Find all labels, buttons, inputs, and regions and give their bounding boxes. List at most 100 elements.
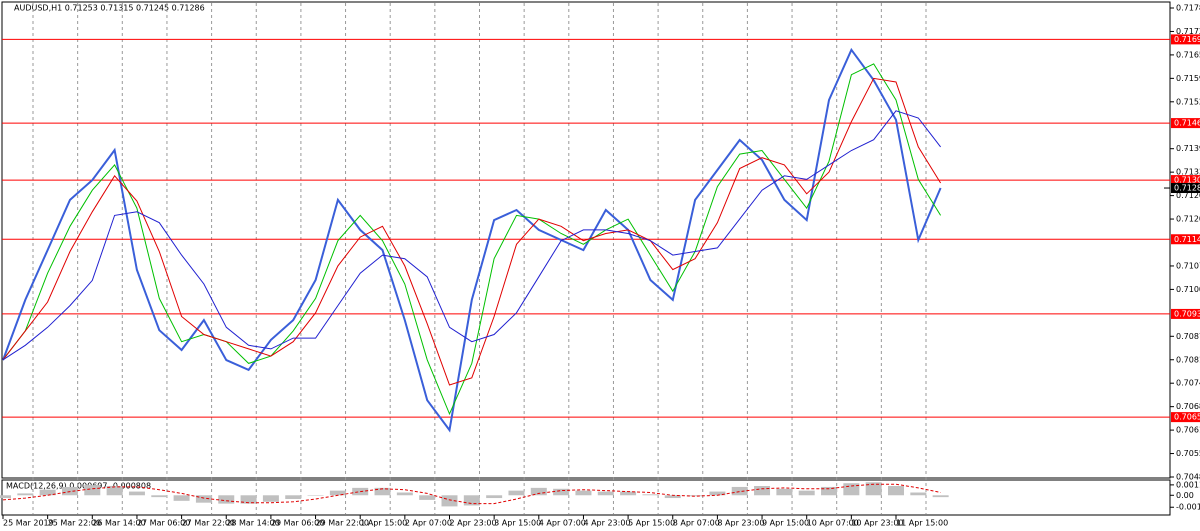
y-tick-label: 0.71525 (1176, 97, 1200, 106)
level-label: 0.70651 (1174, 413, 1200, 422)
x-tick-label: 26 Mar 14:00 (92, 519, 145, 528)
price-line (2, 110, 941, 361)
macd-bar (486, 495, 503, 499)
macd-bar (754, 486, 771, 496)
macd-bar (597, 491, 614, 496)
macd-bar (620, 491, 637, 496)
macd-bar (776, 488, 793, 496)
macd-bar (419, 495, 436, 500)
level-label-box (1171, 175, 1200, 186)
price-line (2, 77, 942, 386)
y-tick-label: 0.70875 (1176, 332, 1200, 341)
x-tick-label: 29 Mar 06:00 (271, 519, 324, 528)
x-tick-label: 28 Mar 14:00 (226, 519, 279, 528)
y-tick-label: 0.71785 (1176, 4, 1200, 13)
x-tick-label: 27 Mar 06:00 (137, 519, 190, 528)
x-tick-label: 1 Apr 15:00 (360, 519, 407, 528)
macd-bar (463, 495, 480, 506)
y-tick-label: -0.00129 (1176, 503, 1200, 512)
macd-bar (173, 495, 190, 501)
macd-bar (307, 495, 324, 496)
y-tick-label: 0.00 (1176, 491, 1194, 500)
y-tick-label: 0.70615 (1176, 426, 1200, 435)
x-tick-label: 5 Apr 15:00 (628, 519, 675, 528)
level-label-box (1171, 118, 1200, 129)
x-tick-label: 4 Apr 07:00 (539, 519, 586, 528)
x-tick-label: 10 Apr 23:00 (851, 519, 903, 528)
macd-bar (553, 488, 570, 496)
x-tick-label: 4 Apr 23:00 (583, 519, 630, 528)
macd-bar (441, 495, 458, 507)
macd-bar (151, 495, 168, 498)
macd-bar (128, 491, 145, 496)
macd-bar (575, 490, 592, 496)
macd-bar (508, 490, 525, 496)
macd-bar (910, 492, 927, 496)
y-tick-label: 0.70550 (1176, 449, 1200, 458)
level-label-box (1171, 34, 1200, 45)
y-tick-label: 0.70810 (1176, 355, 1200, 364)
x-tick-label: 27 Mar 22:00 (182, 519, 235, 528)
level-label: 0.70937 (1174, 309, 1200, 318)
macd-bar (0, 495, 11, 499)
current-price-label: 0.71286 (1174, 184, 1200, 193)
y-tick-label: 0.71330 (1176, 168, 1200, 177)
x-tick-label: 25 Mar 22:00 (48, 519, 101, 528)
x-tick-label: 9 Apr 15:00 (762, 519, 809, 528)
signal-line (2, 483, 941, 505)
macd-bar (664, 495, 681, 499)
level-label: 0.71308 (1174, 176, 1200, 185)
y-tick-label: 0.70680 (1176, 402, 1200, 411)
macd-bar (396, 492, 413, 496)
x-tick-label: 2 Apr 07:00 (405, 519, 452, 528)
price-line (2, 63, 942, 416)
y-tick-label: 0.70745 (1176, 379, 1200, 388)
macd-bar (374, 487, 391, 496)
x-tick-label: 29 Mar 22:00 (316, 519, 369, 528)
x-tick-label: 11 Apr 15:00 (896, 519, 948, 528)
level-label-box (1171, 412, 1200, 423)
y-tick-label: 0.71265 (1176, 191, 1200, 200)
y-tick-label: 0.71395 (1176, 144, 1200, 153)
macd-bar (39, 489, 56, 496)
macd-bar (731, 486, 748, 496)
macd-bar (687, 495, 704, 497)
level-label-box (1171, 234, 1200, 245)
level-label: 0.71466 (1174, 119, 1200, 128)
y-tick-label: 0.71070 (1176, 261, 1200, 270)
chart-title: AUDUSD,H1 0.71253 0.71315 0.71245 0.7128… (14, 4, 205, 13)
macd-bar (798, 490, 815, 496)
y-tick-label: 0.71005 (1176, 285, 1200, 294)
price-line (2, 47, 942, 433)
macd-bar (17, 493, 34, 496)
y-tick-label: 0.71590 (1176, 74, 1200, 83)
y-tick-label: 0.71200 (1176, 215, 1200, 224)
y-tick-label: 0.71655 (1176, 50, 1200, 59)
x-tick-label: 3 Apr 15:00 (494, 519, 541, 528)
macd-bar (240, 495, 257, 504)
level-label: 0.71144 (1174, 235, 1200, 244)
y-tick-label: 0.70485 (1176, 473, 1200, 482)
x-tick-label: 25 Mar 2019 (3, 519, 54, 528)
main-frame (1, 1, 1171, 479)
macd-bar (865, 482, 882, 496)
level-label: 0.71698 (1174, 35, 1200, 44)
macd-bar (843, 483, 860, 496)
level-label-box (1171, 308, 1200, 319)
macd-bar (84, 485, 101, 496)
macd-bar (888, 486, 904, 496)
macd-bar (285, 495, 302, 499)
macd-title: MACD(12,26,9) 0.000697 -0.000808 (6, 482, 151, 491)
macd-bar (932, 495, 949, 498)
x-tick-label: 10 Apr 07:00 (807, 519, 859, 528)
macd-bar (709, 491, 726, 496)
y-tick-label: 0.001121 (1176, 480, 1200, 489)
x-tick-label: 2 Apr 23:00 (450, 519, 497, 528)
y-tick-label: 0.71720 (1176, 27, 1200, 36)
macd-bar (218, 495, 235, 504)
macd-bar (262, 495, 279, 502)
macd-bar (821, 486, 838, 496)
macd-bar (642, 494, 659, 496)
